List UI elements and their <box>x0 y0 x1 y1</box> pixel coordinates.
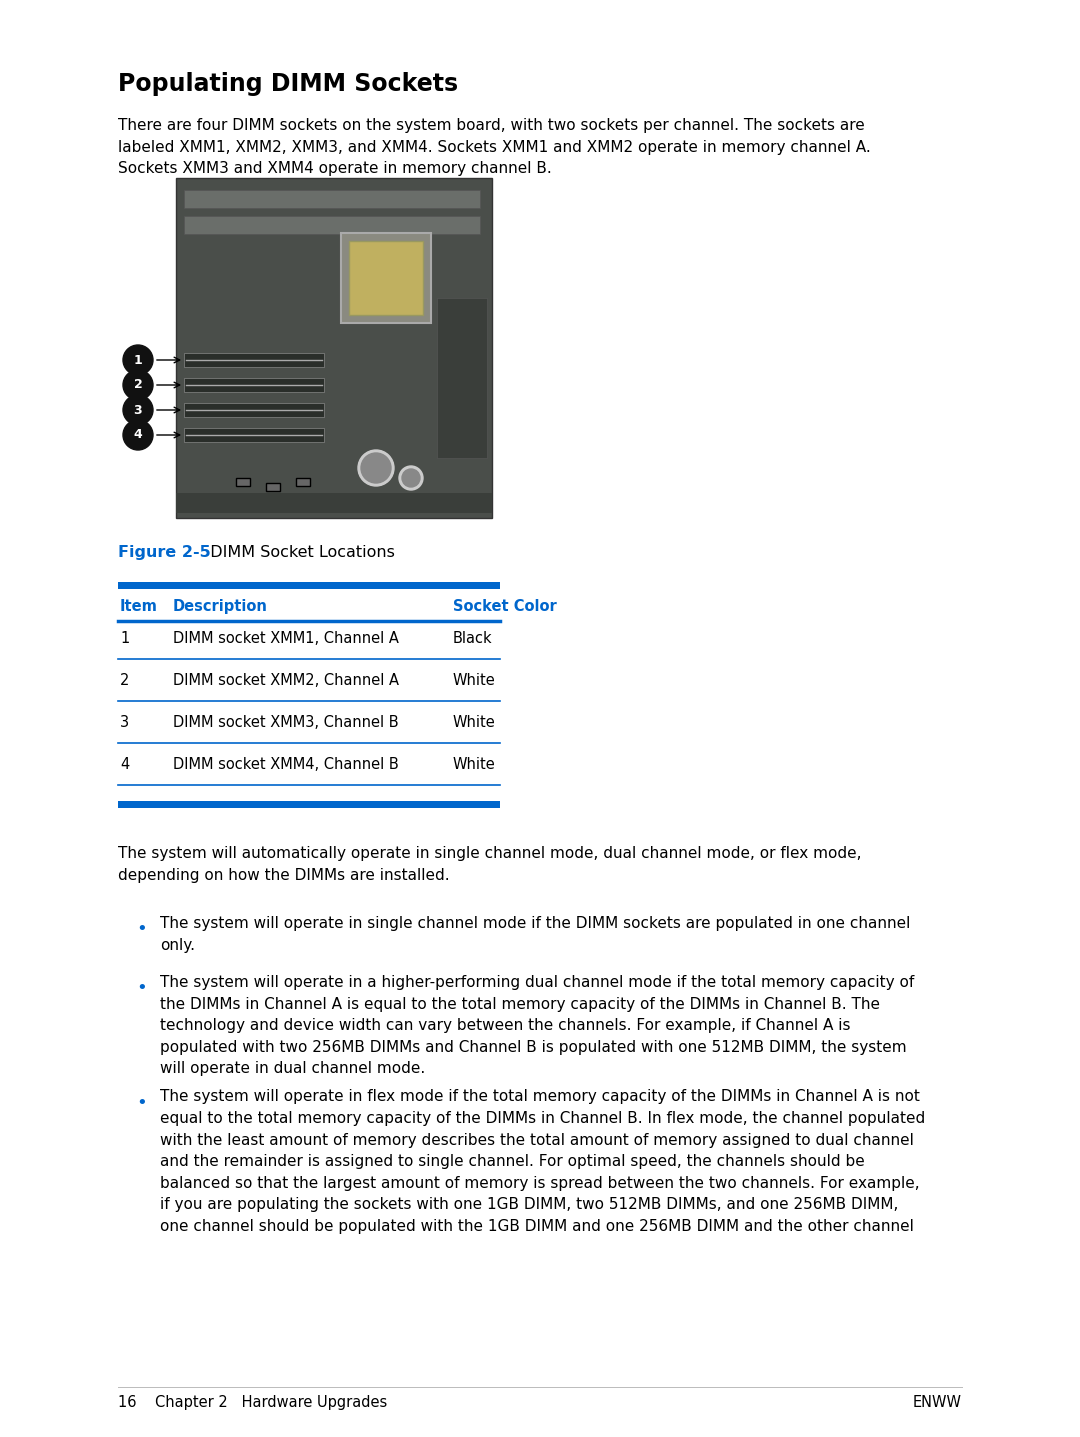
Circle shape <box>123 420 153 450</box>
FancyBboxPatch shape <box>184 190 480 208</box>
Text: DIMM socket XMM2, Channel A: DIMM socket XMM2, Channel A <box>173 673 399 688</box>
FancyBboxPatch shape <box>341 233 431 323</box>
Circle shape <box>123 395 153 425</box>
Circle shape <box>123 345 153 375</box>
Text: 1: 1 <box>134 354 143 366</box>
FancyBboxPatch shape <box>184 378 324 392</box>
Text: The system will operate in a higher-performing dual channel mode if the total me: The system will operate in a higher-perf… <box>160 974 915 1076</box>
Text: 1: 1 <box>120 631 130 647</box>
Text: Black: Black <box>453 631 492 647</box>
Text: White: White <box>453 716 496 730</box>
Text: •: • <box>136 979 147 997</box>
Text: DIMM socket XMM3, Channel B: DIMM socket XMM3, Channel B <box>173 716 399 730</box>
FancyBboxPatch shape <box>296 479 310 486</box>
FancyBboxPatch shape <box>266 483 280 491</box>
FancyBboxPatch shape <box>349 241 423 315</box>
Text: 3: 3 <box>120 716 130 730</box>
FancyBboxPatch shape <box>176 178 492 517</box>
FancyBboxPatch shape <box>437 297 487 458</box>
Circle shape <box>357 450 394 486</box>
FancyBboxPatch shape <box>184 354 324 366</box>
Text: White: White <box>453 757 496 772</box>
Text: The system will automatically operate in single channel mode, dual channel mode,: The system will automatically operate in… <box>118 846 862 882</box>
Text: 2: 2 <box>134 378 143 391</box>
Circle shape <box>399 466 423 490</box>
Text: 16    Chapter 2   Hardware Upgrades: 16 Chapter 2 Hardware Upgrades <box>118 1395 388 1410</box>
Text: Item: Item <box>120 599 158 614</box>
FancyBboxPatch shape <box>184 216 480 234</box>
FancyBboxPatch shape <box>184 402 324 417</box>
FancyBboxPatch shape <box>176 493 492 513</box>
Text: DIMM Socket Locations: DIMM Socket Locations <box>200 545 395 560</box>
Text: DIMM socket XMM4, Channel B: DIMM socket XMM4, Channel B <box>173 757 399 772</box>
Text: ENWW: ENWW <box>913 1395 962 1410</box>
Text: 2: 2 <box>120 673 130 688</box>
Text: White: White <box>453 673 496 688</box>
Text: The system will operate in single channel mode if the DIMM sockets are populated: The system will operate in single channe… <box>160 915 910 953</box>
Text: •: • <box>136 920 147 938</box>
FancyBboxPatch shape <box>118 800 500 808</box>
Text: DIMM socket XMM1, Channel A: DIMM socket XMM1, Channel A <box>173 631 399 647</box>
Text: 4: 4 <box>120 757 130 772</box>
Text: There are four DIMM sockets on the system board, with two sockets per channel. T: There are four DIMM sockets on the syste… <box>118 118 870 177</box>
Text: Socket Color: Socket Color <box>453 599 557 614</box>
Text: •: • <box>136 1094 147 1111</box>
FancyBboxPatch shape <box>237 479 249 486</box>
Text: Populating DIMM Sockets: Populating DIMM Sockets <box>118 72 458 96</box>
Text: 3: 3 <box>134 404 143 417</box>
Circle shape <box>123 369 153 399</box>
Circle shape <box>361 453 391 483</box>
Text: The system will operate in flex mode if the total memory capacity of the DIMMs i: The system will operate in flex mode if … <box>160 1089 926 1234</box>
Text: Description: Description <box>173 599 268 614</box>
FancyBboxPatch shape <box>184 428 324 443</box>
Text: 4: 4 <box>134 428 143 441</box>
Text: Figure 2-5: Figure 2-5 <box>118 545 211 560</box>
Circle shape <box>402 468 420 487</box>
FancyBboxPatch shape <box>118 582 500 589</box>
